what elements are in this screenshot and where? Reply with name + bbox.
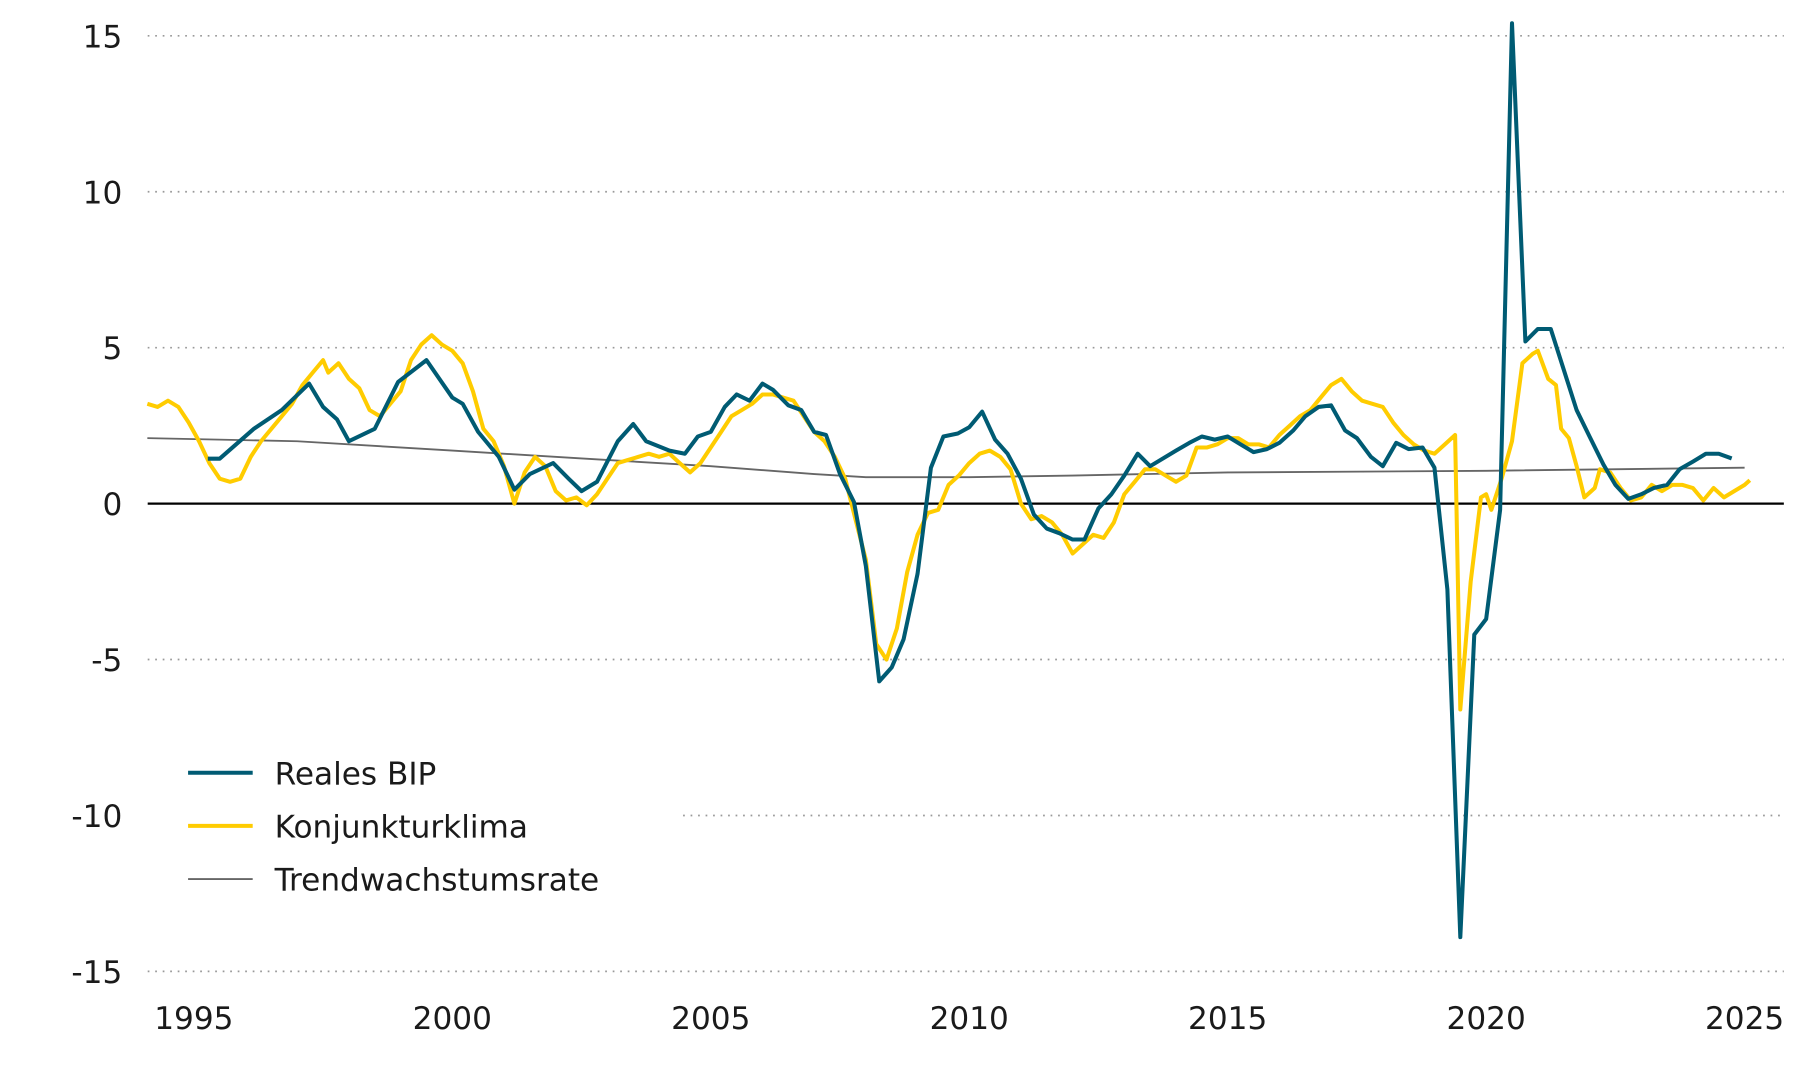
legend: Reales BIP Konjunkturklima Trendwachstumsr…	[188, 756, 600, 899]
series-line-konjunkturklima	[146, 333, 1752, 712]
x-tick-label: 1995	[154, 1001, 233, 1037]
y-axis-ticks: 15 10 5 0 -5 -10 -15	[71, 19, 122, 991]
y-tick-label: -15	[71, 955, 122, 991]
gridlines	[147, 34, 1784, 973]
legend-label: Trendwachstumsrate	[274, 863, 600, 899]
x-tick-label: 2020	[1447, 1001, 1526, 1037]
x-tick-label: 2015	[1188, 1001, 1267, 1037]
series-lines	[146, 21, 1752, 940]
y-tick-label: -10	[71, 799, 122, 835]
x-tick-label: 2025	[1705, 1001, 1784, 1037]
x-axis-ticks: 1995 2000 2005 2010 2015 2020 2025	[154, 1001, 1784, 1037]
y-tick-label: 10	[83, 175, 123, 211]
y-tick-label: 5	[102, 331, 122, 367]
legend-label: Reales BIP	[275, 756, 437, 792]
x-tick-label: 2000	[413, 1001, 492, 1037]
y-tick-label: -5	[91, 643, 122, 679]
y-tick-label: 15	[83, 19, 123, 55]
x-tick-label: 2005	[671, 1001, 750, 1037]
x-tick-label: 2010	[930, 1001, 1009, 1037]
y-tick-label: 0	[102, 487, 122, 523]
legend-label: Konjunkturklima	[275, 809, 528, 845]
series-line-reales-bip	[207, 21, 1733, 940]
